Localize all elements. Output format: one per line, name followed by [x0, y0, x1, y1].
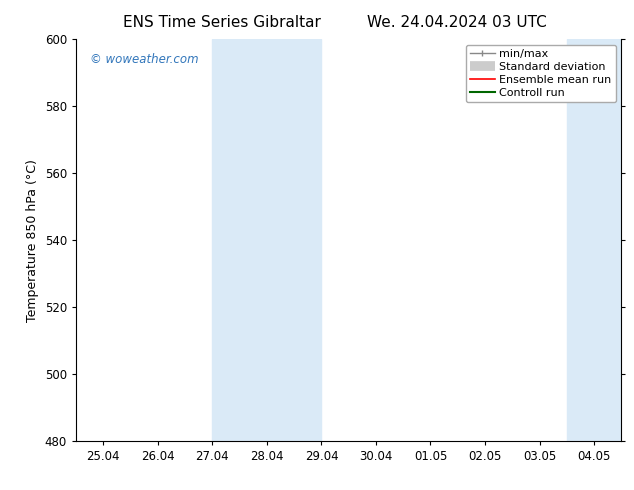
Legend: min/max, Standard deviation, Ensemble mean run, Controll run: min/max, Standard deviation, Ensemble me… — [466, 45, 616, 102]
Text: We. 24.04.2024 03 UTC: We. 24.04.2024 03 UTC — [366, 15, 547, 30]
Text: © woweather.com: © woweather.com — [90, 53, 198, 66]
Bar — [212, 39, 321, 441]
Bar — [567, 39, 634, 441]
Y-axis label: Temperature 850 hPa (°C): Temperature 850 hPa (°C) — [26, 159, 39, 321]
Text: ENS Time Series Gibraltar: ENS Time Series Gibraltar — [123, 15, 321, 30]
